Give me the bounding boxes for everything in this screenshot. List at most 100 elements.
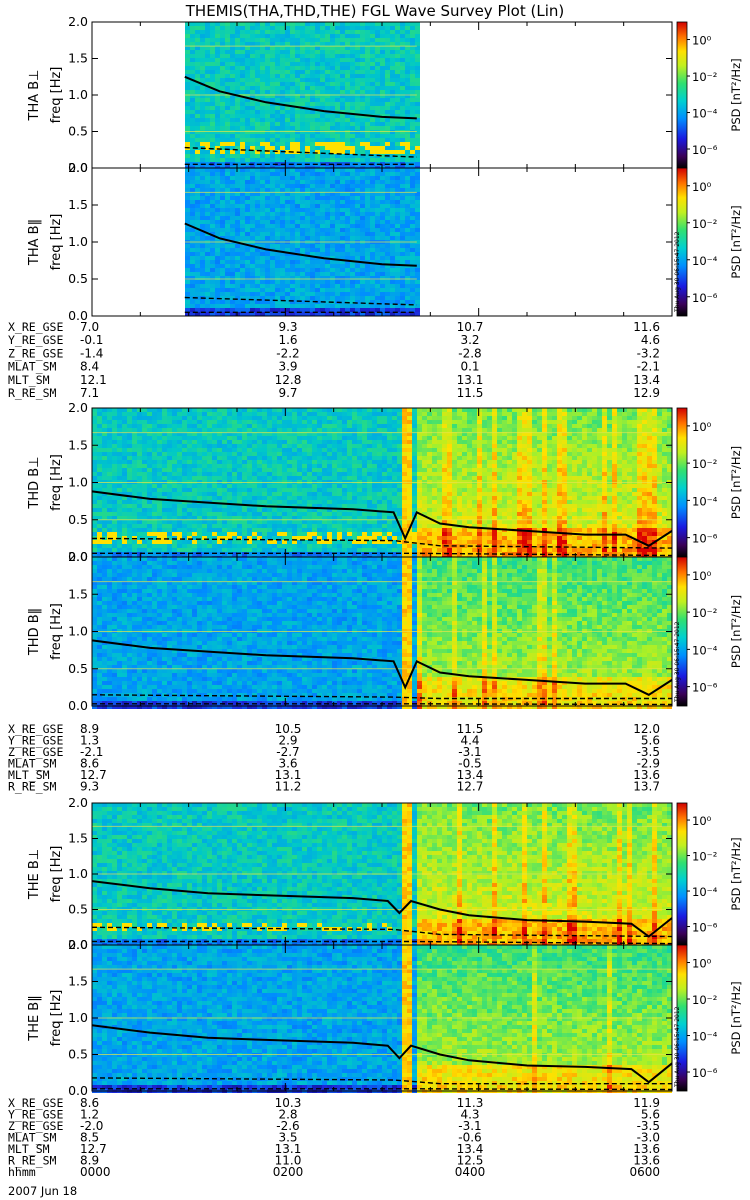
heatmap-cell (244, 26, 250, 30)
heatmap-cell (197, 424, 202, 428)
heatmap-cell (147, 512, 152, 516)
heatmap-cell (279, 118, 285, 122)
heatmap-cell (207, 484, 212, 488)
heatmap-cell (204, 220, 210, 224)
heatmap-cell (259, 312, 265, 316)
heatmap-cell (349, 208, 355, 212)
heatmap-cell (369, 82, 375, 86)
heatmap-cell (339, 154, 345, 158)
ephemeris-value: 12.1 (80, 373, 107, 387)
heatmap-cell (137, 428, 142, 432)
heatmap-cell (189, 94, 195, 98)
heatmap-cell (394, 118, 400, 122)
heatmap-cell (192, 456, 197, 460)
heatmap-cell (199, 284, 205, 288)
heatmap-cell (279, 260, 285, 264)
heatmap-cell (299, 196, 305, 200)
heatmap-cell (92, 440, 97, 444)
heatmap-cell (224, 304, 230, 308)
heatmap-cell (334, 284, 340, 288)
heatmap-cell (364, 172, 370, 176)
heatmap-cell (204, 236, 210, 240)
heatmap-cell (264, 38, 270, 42)
colorbar-tick-label: 10⁻⁴ (692, 107, 718, 121)
heatmap-cell (227, 420, 232, 424)
heatmap-cell (374, 184, 380, 188)
heatmap-cell (344, 26, 350, 30)
heatmap-cell (182, 460, 187, 464)
heatmap-cell (324, 158, 330, 162)
heatmap-cell (299, 102, 305, 106)
heatmap-cell (224, 280, 230, 284)
heatmap-cell (207, 532, 212, 536)
heatmap-cell (122, 504, 127, 508)
heatmap-cell (142, 464, 147, 468)
heatmap-cell (279, 66, 285, 70)
heatmap-cell (334, 158, 340, 162)
heatmap-cell (152, 460, 157, 464)
heatmap-cell (329, 208, 335, 212)
heatmap-cell (254, 288, 260, 292)
heatmap-cell (409, 98, 415, 102)
heatmap-cell (344, 142, 350, 146)
heatmap-cell (334, 312, 340, 316)
heatmap-cell (117, 428, 122, 432)
heatmap-cell (214, 248, 220, 252)
heatmap-cell (184, 98, 190, 102)
heatmap-cell (369, 90, 375, 94)
heatmap-cell (354, 272, 360, 276)
heatmap-cell (249, 66, 255, 70)
heatmap-cell (184, 150, 190, 154)
heatmap-cell (409, 204, 415, 208)
heatmap-cell (319, 26, 325, 30)
heatmap-cell (197, 476, 202, 480)
heatmap-cell (167, 432, 172, 436)
heatmap-cell (384, 208, 390, 212)
heatmap-cell (92, 508, 97, 512)
heatmap-cell (264, 228, 270, 232)
heatmap-cell (172, 492, 177, 496)
heatmap-cell (354, 276, 360, 280)
heatmap-cell (299, 162, 305, 166)
heatmap-cell (229, 264, 235, 268)
heatmap-cell (219, 260, 225, 264)
heatmap-cell (224, 134, 230, 138)
heatmap-cell (339, 114, 345, 118)
heatmap-cell (264, 114, 270, 118)
heatmap-cell (214, 66, 220, 70)
heatmap-cell (374, 58, 380, 62)
heatmap-cell (294, 216, 300, 220)
heatmap-cell (249, 42, 255, 46)
heatmap-cell (384, 276, 390, 280)
heatmap-cell (314, 260, 320, 264)
heatmap-cell (207, 436, 212, 440)
heatmap-cell (314, 252, 320, 256)
heatmap-cells (184, 168, 420, 316)
heatmap-cell (172, 508, 177, 512)
ephemeris-value: 13.1 (457, 373, 484, 387)
heatmap-cell (239, 256, 245, 260)
heatmap-cell (224, 158, 230, 162)
heatmap-cell (222, 420, 227, 424)
heatmap-cell (252, 412, 257, 416)
heatmap-cell (409, 176, 415, 180)
heatmap-cell (284, 34, 290, 38)
heatmap-cell (197, 524, 202, 528)
heatmap-cell (254, 146, 260, 150)
heatmap-cell (314, 30, 320, 34)
heatmap-cell (354, 142, 360, 146)
heatmap-cell (259, 58, 265, 62)
heatmap-cell (354, 62, 360, 66)
heatmap-cell (279, 292, 285, 296)
heatmap-cell (112, 436, 117, 440)
heatmap-cell (414, 154, 420, 158)
heatmap-cell (379, 260, 385, 264)
heatmap-cell (289, 42, 295, 46)
heatmap-cell (409, 94, 415, 98)
heatmap-cell (294, 188, 300, 192)
heatmap-cell (344, 158, 350, 162)
heatmap-cell (349, 276, 355, 280)
heatmap-cell (182, 444, 187, 448)
heatmap-cell (224, 66, 230, 70)
heatmap-cell (364, 38, 370, 42)
